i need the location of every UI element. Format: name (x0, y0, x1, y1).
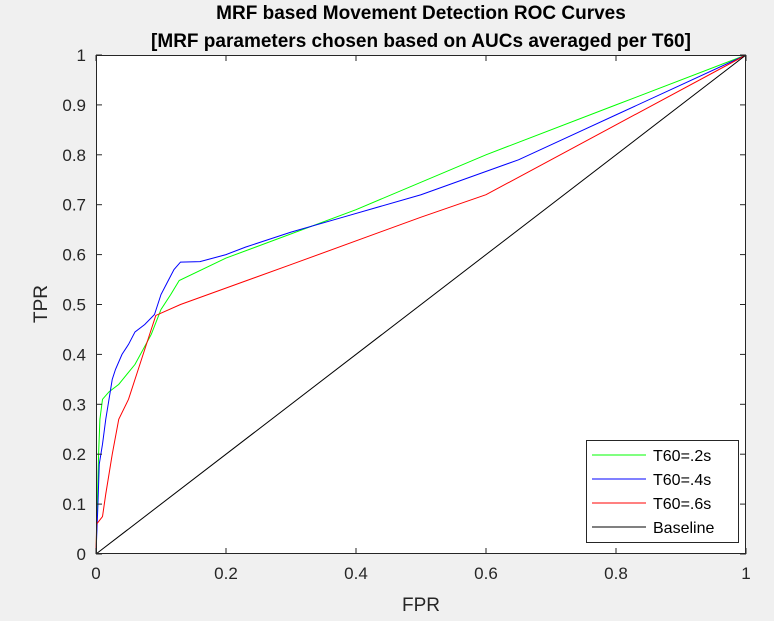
x-axis-label: FPR (402, 595, 440, 616)
y-axis-label: TPR (31, 285, 52, 323)
legend: T60=.2s T60=.4s T60=.6s Baseline (586, 440, 739, 543)
series-layer (95, 54, 747, 555)
y-tick-label: 0.6 (62, 246, 86, 265)
legend-label: Baseline (653, 520, 714, 537)
legend-label: T60=.6s (653, 496, 711, 513)
x-tick-label: 0.8 (604, 564, 628, 583)
y-tick-label: 0.5 (62, 296, 86, 315)
axes-layer: 0 0.2 0.4 0.6 0.8 1 0 0.1 0.2 0.3 0.4 0.5 0.6 0.7 0.8 0… (62, 46, 750, 583)
y-tick-label: 0.1 (62, 495, 86, 514)
y-tick-label: 0.7 (62, 196, 86, 215)
y-tick-label: 0.9 (62, 96, 86, 115)
y-tick-label: 0.8 (62, 146, 86, 165)
x-tick-label: 0 (91, 564, 100, 583)
y-tick-label: 0 (77, 545, 86, 564)
series-line-baseline (95, 54, 747, 555)
y-tick-label: 0.2 (62, 445, 86, 464)
series-line-t60-6s (95, 54, 747, 555)
y-tick-label: 1 (77, 46, 86, 65)
legend-label: T60=.2s (653, 448, 711, 465)
series-line-t60-2s (95, 54, 747, 555)
y-tick-label: 0.4 (62, 345, 86, 364)
legend-label: T60=.4s (653, 472, 711, 489)
chart-title-line2: [MRF parameters chosen based on AUCs ave… (151, 31, 691, 52)
chart-title-line1: MRF based Movement Detection ROC Curves (216, 3, 626, 24)
x-tick-label: 0.2 (214, 564, 238, 583)
x-tick-label: 0.6 (474, 564, 498, 583)
series-line-t60-4s (95, 54, 747, 555)
x-tick-label: 0.4 (344, 564, 368, 583)
legend-box (586, 440, 739, 543)
y-tick-label: 0.3 (62, 395, 86, 414)
x-tick-label: 1 (741, 564, 750, 583)
